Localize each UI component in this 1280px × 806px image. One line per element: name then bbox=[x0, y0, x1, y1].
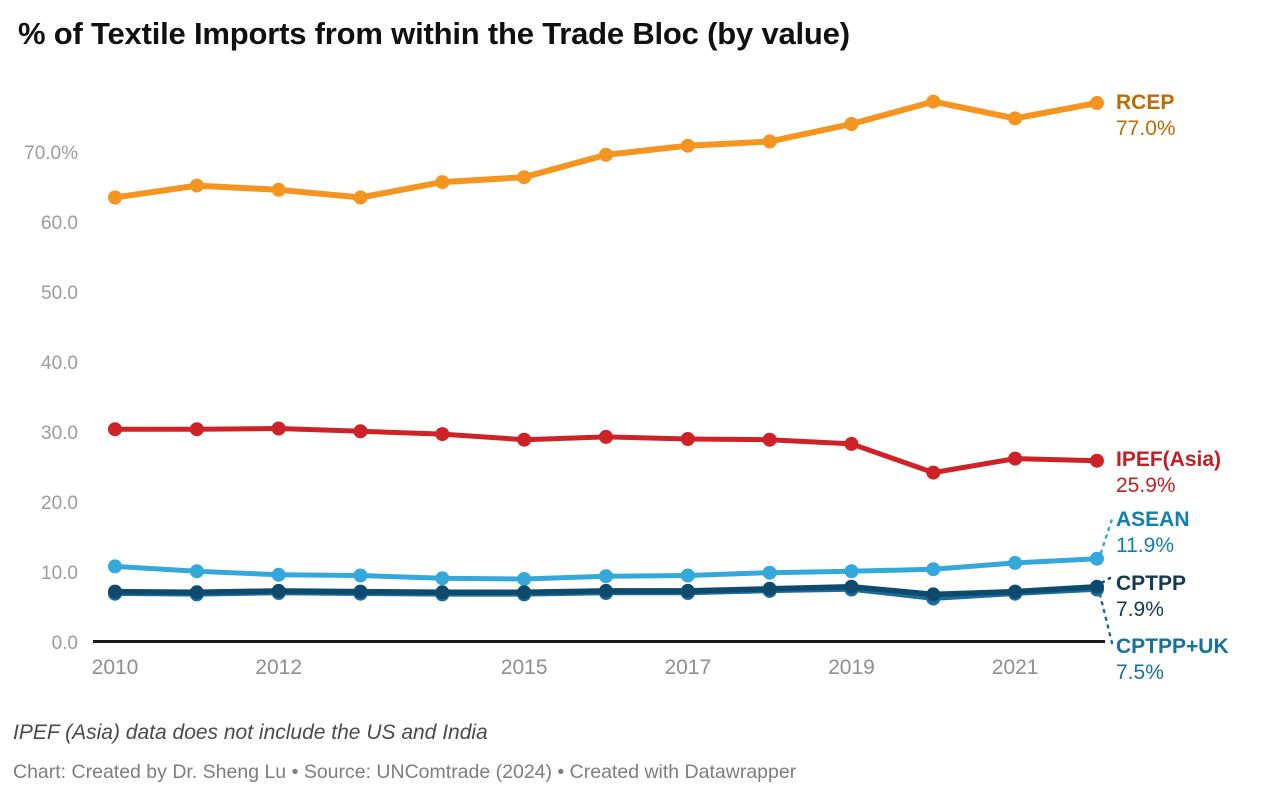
data-point-asean-2011[interactable] bbox=[189, 564, 204, 579]
data-point-rcep-2012[interactable] bbox=[271, 182, 286, 197]
series-label-asean: ASEAN 11.9% bbox=[1116, 507, 1276, 559]
series-label-name: RCEP bbox=[1116, 91, 1175, 114]
data-point-cptpp-2018[interactable] bbox=[762, 581, 777, 596]
y-axis-tick-label: 50.0 bbox=[41, 283, 78, 304]
data-point-asean-2019[interactable] bbox=[844, 564, 859, 579]
series-label-name: IPEF(Asia) bbox=[1116, 447, 1222, 471]
series-label-value: 77.0% bbox=[1116, 117, 1176, 140]
data-point-asean-2012[interactable] bbox=[271, 567, 286, 582]
data-point-asean-2022[interactable] bbox=[1089, 551, 1104, 566]
data-point-asean-2013[interactable] bbox=[353, 568, 368, 583]
data-point-ipef-asia-2012[interactable] bbox=[271, 421, 286, 436]
data-point-ipef-asia-2010[interactable] bbox=[108, 422, 122, 437]
data-point-rcep-2016[interactable] bbox=[598, 147, 613, 162]
data-point-rcep-2011[interactable] bbox=[189, 178, 204, 193]
data-point-cptpp-2022[interactable] bbox=[1089, 579, 1104, 594]
data-point-ipef-asia-2018[interactable] bbox=[762, 432, 777, 447]
data-point-rcep-2013[interactable] bbox=[353, 190, 368, 205]
series-label-name: CPTPP bbox=[1116, 571, 1187, 595]
series-label-value: 7.5% bbox=[1116, 660, 1164, 684]
y-axis-tick-label: 70.0% bbox=[24, 143, 78, 164]
data-point-rcep-2021[interactable] bbox=[1008, 111, 1023, 126]
x-axis-tick-label: 2019 bbox=[828, 656, 875, 679]
series-label-ipef-asia: IPEF(Asia) 25.9% bbox=[1116, 447, 1276, 499]
series-label-value: 25.9% bbox=[1116, 473, 1176, 497]
data-point-ipef-asia-2016[interactable] bbox=[598, 429, 613, 444]
data-point-rcep-2020[interactable] bbox=[926, 94, 941, 109]
data-point-rcep-2010[interactable] bbox=[108, 190, 122, 205]
data-point-rcep-2019[interactable] bbox=[844, 117, 859, 131]
data-point-rcep-2014[interactable] bbox=[435, 175, 450, 190]
series-line-rcep[interactable] bbox=[108, 94, 1104, 205]
y-axis-tick-label: 20.0 bbox=[41, 493, 78, 514]
series-label-value: 7.9% bbox=[1116, 597, 1164, 621]
series-label-rcep: RCEP 77.0% bbox=[1116, 90, 1276, 142]
data-point-asean-2018[interactable] bbox=[762, 565, 777, 580]
series-line-asean[interactable] bbox=[108, 551, 1104, 586]
series-label-name: ASEAN bbox=[1116, 507, 1190, 531]
x-axis-tick-label: 2015 bbox=[501, 656, 548, 679]
data-point-asean-2016[interactable] bbox=[598, 569, 613, 584]
x-axis-tick-label: 2012 bbox=[255, 656, 302, 679]
data-point-ipef-asia-2013[interactable] bbox=[353, 424, 368, 439]
series-line-ipef-asia[interactable] bbox=[108, 421, 1104, 480]
series-line-cptpp[interactable] bbox=[108, 579, 1104, 602]
data-point-ipef-asia-2019[interactable] bbox=[844, 436, 859, 451]
data-point-asean-2020[interactable] bbox=[926, 562, 941, 577]
data-point-asean-2014[interactable] bbox=[435, 571, 450, 586]
data-point-cptpp-2013[interactable] bbox=[353, 584, 368, 599]
data-point-cptpp-2016[interactable] bbox=[598, 583, 613, 598]
data-point-rcep-2018[interactable] bbox=[762, 134, 777, 149]
y-axis-tick-label: 40.0 bbox=[41, 353, 78, 374]
data-point-cptpp-2019[interactable] bbox=[844, 579, 859, 594]
data-point-ipef-asia-2017[interactable] bbox=[680, 432, 695, 446]
data-point-cptpp-2014[interactable] bbox=[435, 585, 450, 600]
data-point-ipef-asia-2020[interactable] bbox=[926, 465, 941, 480]
y-axis-tick-label: 10.0 bbox=[41, 563, 78, 584]
label-leader-asean bbox=[1099, 517, 1114, 554]
data-point-asean-2021[interactable] bbox=[1008, 555, 1023, 570]
x-axis-tick-label: 2021 bbox=[992, 656, 1039, 679]
chart-byline: Chart: Created by Dr. Sheng Lu • Source:… bbox=[13, 761, 797, 783]
y-axis-tick-label: 60.0 bbox=[41, 213, 78, 234]
label-leader-cptpp bbox=[1100, 576, 1112, 584]
y-axis-tick-label: 0.0 bbox=[52, 633, 78, 654]
data-point-asean-2010[interactable] bbox=[108, 559, 122, 574]
data-point-rcep-2015[interactable] bbox=[517, 170, 532, 185]
chart-note: IPEF (Asia) data does not include the US… bbox=[13, 721, 488, 744]
x-axis-tick-label: 2017 bbox=[664, 656, 711, 679]
data-point-ipef-asia-2021[interactable] bbox=[1008, 451, 1023, 466]
data-point-asean-2015[interactable] bbox=[517, 572, 532, 586]
data-point-cptpp-2011[interactable] bbox=[189, 585, 204, 600]
data-point-cptpp-2012[interactable] bbox=[271, 583, 286, 598]
data-point-cptpp-2021[interactable] bbox=[1008, 584, 1023, 599]
chart-title: % of Textile Imports from within the Tra… bbox=[18, 16, 850, 51]
data-point-ipef-asia-2022[interactable] bbox=[1089, 453, 1104, 468]
data-point-ipef-asia-2014[interactable] bbox=[435, 427, 450, 442]
y-axis-tick-label: 30.0 bbox=[41, 423, 78, 444]
data-point-asean-2017[interactable] bbox=[680, 568, 695, 583]
data-point-rcep-2017[interactable] bbox=[680, 138, 695, 153]
series-label-name: CPTPP+UK bbox=[1116, 634, 1229, 658]
data-point-cptpp-2010[interactable] bbox=[108, 584, 122, 599]
data-point-cptpp-2017[interactable] bbox=[680, 583, 695, 598]
series-label-cptpp: CPTPP 7.9% bbox=[1116, 571, 1276, 623]
series-label-value: 11.9% bbox=[1116, 533, 1174, 557]
data-point-ipef-asia-2011[interactable] bbox=[189, 422, 204, 437]
data-point-ipef-asia-2015[interactable] bbox=[517, 432, 532, 447]
data-point-cptpp-2015[interactable] bbox=[517, 585, 532, 600]
data-point-rcep-2022[interactable] bbox=[1089, 96, 1104, 110]
x-axis-tick-label: 2010 bbox=[92, 656, 139, 679]
series-label-cptpp-uk: CPTPP+UK 7.5% bbox=[1116, 634, 1276, 686]
data-point-cptpp-2020[interactable] bbox=[926, 587, 941, 602]
label-leader-cptpp-uk bbox=[1098, 593, 1114, 645]
